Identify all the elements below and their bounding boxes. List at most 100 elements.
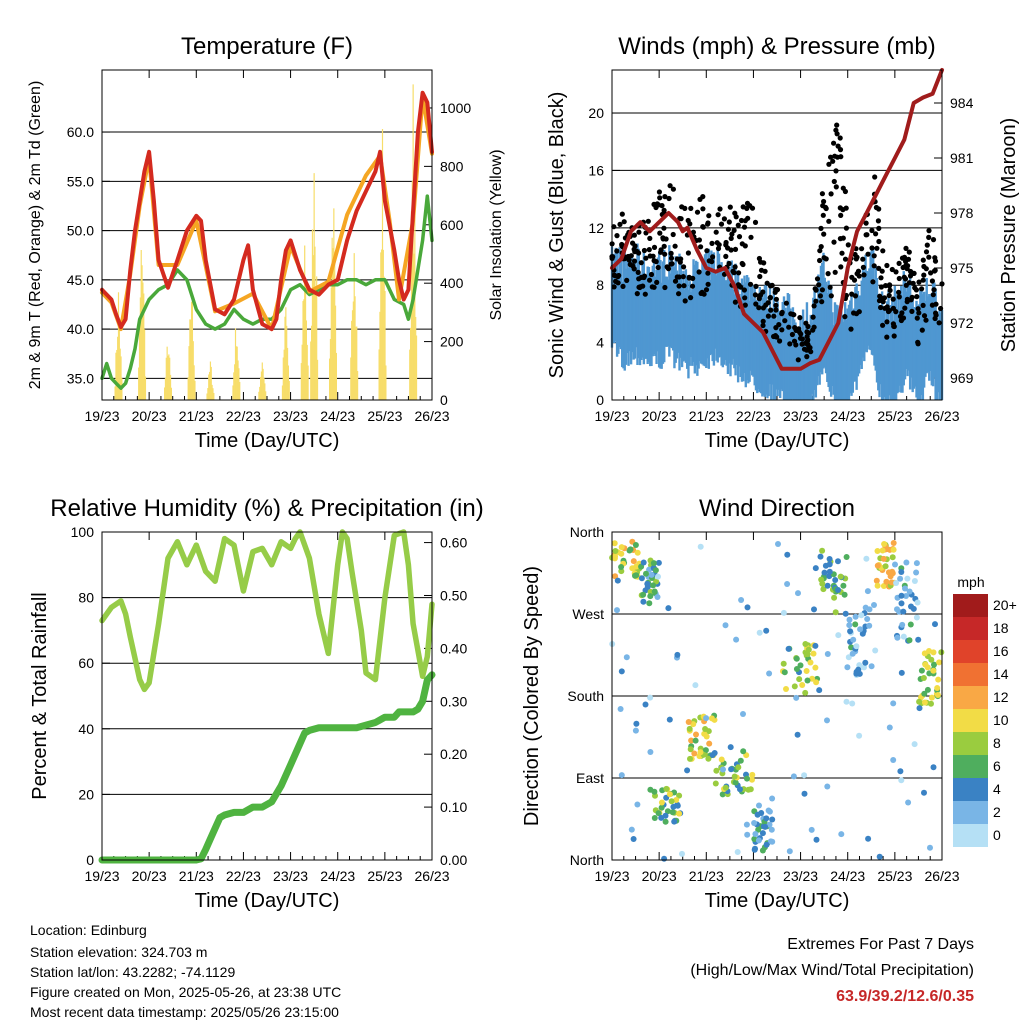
direction-point-231 xyxy=(805,646,812,653)
gust-point-359 xyxy=(865,251,871,257)
gust-point-355 xyxy=(932,315,938,322)
direction-point-181 xyxy=(769,816,776,823)
direction-point-83 xyxy=(669,809,676,816)
direction-ylabel: Direction (Colored By Speed) xyxy=(521,566,543,826)
direction-point-407 xyxy=(930,649,937,656)
direction-point-329 xyxy=(882,563,889,570)
gust-point-504 xyxy=(731,227,737,233)
direction-xtick-label-3: 22/23 xyxy=(736,868,771,884)
gust-point-378 xyxy=(697,196,703,202)
direction-point-304 xyxy=(850,636,857,643)
direction-point-299 xyxy=(846,616,853,623)
gust-point-451 xyxy=(883,283,889,289)
winds-y2tick-label-0: 969 xyxy=(950,370,974,386)
gust-point-208 xyxy=(864,232,870,238)
humidity-xtick-label-5: 24/23 xyxy=(320,868,355,884)
gust-point-518 xyxy=(916,310,922,316)
direction-point-337 xyxy=(874,548,881,554)
direction-point-90 xyxy=(676,810,683,817)
gust-point-514 xyxy=(906,280,913,286)
humidity-y2tick-label-4: 0.40 xyxy=(440,640,467,656)
gust-point-156 xyxy=(688,295,694,301)
direction-point-101 xyxy=(662,812,669,819)
humidity-ytick-label-1: 20 xyxy=(78,786,94,802)
direction-point-178 xyxy=(768,826,775,833)
direction-point-224 xyxy=(802,641,809,647)
direction-point-196 xyxy=(756,802,762,809)
gust-point-261 xyxy=(929,278,936,284)
gust-point-446 xyxy=(667,183,673,189)
gust-point-266 xyxy=(694,209,701,215)
gust-point-135 xyxy=(621,219,627,225)
colorbar-tick-label-5: 10 xyxy=(993,712,1009,728)
winds-y2label: Station Pressure (Maroon) xyxy=(998,118,1020,353)
direction-point-49 xyxy=(640,559,647,566)
gust-point-465 xyxy=(869,227,875,234)
direction-point-483 xyxy=(784,581,791,587)
direction-point-81 xyxy=(676,792,683,799)
gust-point-215 xyxy=(641,247,648,254)
gust-point-240 xyxy=(760,289,766,295)
gust-point-511 xyxy=(880,322,886,328)
gust-point-41 xyxy=(727,204,733,210)
gust-point-417 xyxy=(881,295,888,301)
gust-point-255 xyxy=(786,324,792,330)
direction-point-469 xyxy=(824,651,831,657)
direction-point-252 xyxy=(835,558,841,565)
gust-point-6 xyxy=(916,279,922,285)
humidity-xtick-label-3: 22/23 xyxy=(226,868,261,884)
gust-point-448 xyxy=(710,254,716,260)
gust-point-107 xyxy=(670,231,676,238)
direction-point-201 xyxy=(766,808,773,815)
direction-point-169 xyxy=(722,784,729,791)
winds-ytick-label-4: 16 xyxy=(588,162,604,178)
gust-point-142 xyxy=(909,308,915,314)
direction-point-418 xyxy=(856,732,863,739)
gust-point-333 xyxy=(672,243,678,249)
gust-point-22 xyxy=(753,301,759,307)
gust-point-456 xyxy=(699,289,705,295)
gust-point-253 xyxy=(657,195,663,201)
gust-point-91 xyxy=(919,286,925,292)
gust-point-395 xyxy=(816,282,822,288)
winds-ytick-label-1: 4 xyxy=(596,335,604,351)
direction-point-485 xyxy=(801,772,808,779)
gust-point-515 xyxy=(842,256,849,262)
gust-point-228 xyxy=(920,257,926,263)
direction-point-468 xyxy=(628,826,635,833)
gust-point-413 xyxy=(654,201,660,207)
direction-point-303 xyxy=(864,616,871,622)
direction-point-61 xyxy=(652,567,659,574)
direction-point-281 xyxy=(868,663,875,670)
gust-point-411 xyxy=(669,261,675,267)
direction-point-415 xyxy=(813,836,820,843)
gust-point-455 xyxy=(690,229,697,235)
gust-point-512 xyxy=(767,294,774,301)
direction-point-396 xyxy=(928,694,935,701)
gust-point-307 xyxy=(899,310,905,316)
gust-point-182 xyxy=(896,275,902,282)
direction-point-125 xyxy=(687,755,693,762)
direction-point-437 xyxy=(618,668,625,675)
direction-point-444 xyxy=(844,664,851,671)
gust-point-236 xyxy=(854,254,860,260)
gust-point-360 xyxy=(872,174,878,180)
direction-point-495 xyxy=(835,587,842,593)
gust-point-176 xyxy=(820,212,826,218)
humidity-y2tick-label-3: 0.30 xyxy=(440,693,467,709)
direction-point-149 xyxy=(719,791,726,798)
gust-point-212 xyxy=(920,277,926,283)
gust-point-316 xyxy=(923,249,930,255)
gust-point-194 xyxy=(921,313,928,319)
direction-point-82 xyxy=(662,818,669,825)
gust-point-473 xyxy=(877,293,883,299)
gust-point-12 xyxy=(757,273,763,280)
direction-point-97 xyxy=(651,815,658,821)
direction-point-19 xyxy=(618,550,625,557)
direction-point-227 xyxy=(781,669,788,676)
gust-point-503 xyxy=(905,263,911,269)
gust-point-20 xyxy=(752,292,759,298)
gust-point-193 xyxy=(821,255,827,261)
winds-ytick-label-5: 20 xyxy=(588,105,604,121)
direction-point-163 xyxy=(737,757,744,764)
